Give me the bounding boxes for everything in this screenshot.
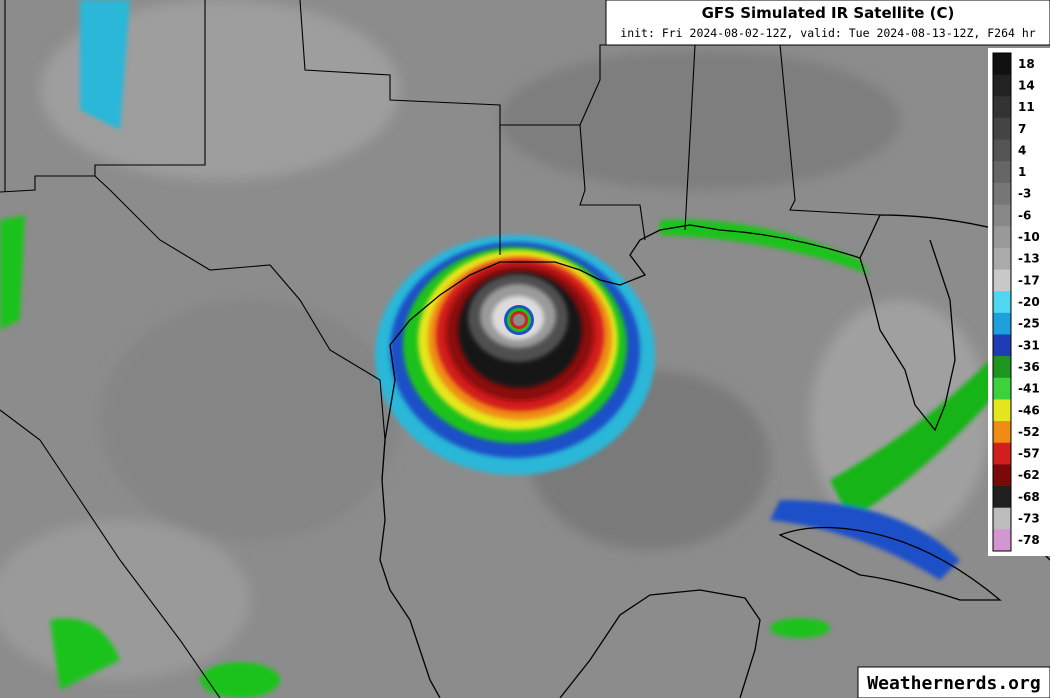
coastline [379,224,861,698]
colorbar-label: -68 [1018,490,1040,504]
colorbar-swatch [993,399,1011,422]
colorbar-swatch [993,139,1011,162]
colorbar-swatch [993,161,1011,184]
colorbar-swatch [993,117,1011,141]
colorbar-swatch [993,529,1011,552]
colorbar-label: -73 [1018,512,1040,526]
colorbar-swatch [993,96,1011,119]
colorbar-swatch [993,53,1011,76]
colorbar-swatch [993,486,1011,509]
title-box: GFS Simulated IR Satellite (C) init: Fri… [605,0,1050,46]
colorbar-swatch [993,204,1011,227]
coastlines [379,214,1050,698]
colorbar-swatch [993,464,1011,487]
colorbar-swatch [993,421,1011,444]
colorbar-swatch [993,507,1011,530]
coastline [778,526,1002,601]
title: GFS Simulated IR Satellite (C) [702,4,955,22]
watermark-box: Weathernerds.org [857,666,1050,698]
colorbar-label: 18 [1018,57,1035,71]
subtitle: init: Fri 2024-08-02-12Z, valid: Tue 202… [620,26,1035,40]
coastline [859,214,1001,432]
colorbar-swatch [993,226,1011,249]
colorbar-label: -25 [1018,317,1040,331]
colorbar-swatch [993,247,1011,271]
colorbar-label: -17 [1018,273,1040,287]
colorbar-label: -31 [1018,338,1040,352]
border [579,44,696,231]
colorbar-label: -41 [1018,382,1040,396]
colorbar-label: -46 [1018,403,1040,417]
colorbar-label: -10 [1018,230,1040,244]
colorbar-swatch [993,182,1011,206]
border [0,409,221,698]
border [299,0,501,255]
colorbar-swatch [993,291,1011,314]
colorbar-label: -36 [1018,360,1040,374]
storm-ring [513,314,525,326]
title-background [605,0,1050,46]
border [500,124,646,241]
colorbar-label: -62 [1018,468,1040,482]
coastline [559,589,761,698]
colorbar-label: 11 [1018,100,1035,114]
colorbar-swatch [993,74,1011,97]
colorbar-label: 14 [1018,78,1035,92]
colorbar-label: -78 [1018,533,1040,547]
convection-bands [0,0,1000,698]
hurricane [375,235,655,475]
state-borders [0,0,881,698]
colorbar-swatch [993,269,1011,292]
colorbar-label: 1 [1018,165,1026,179]
colorbar-label: -13 [1018,252,1040,266]
colorbar-swatch [993,377,1011,400]
colorbar-label: -57 [1018,447,1040,461]
colorbar-label: -6 [1018,208,1031,222]
colorbar-frame [992,52,1012,552]
colorbar-label: -20 [1018,295,1040,309]
border [0,175,386,481]
border [94,0,206,176]
colorbar: 18 14 11 7 4 1 -3 -6 -10 -13 -17 -20 -25 -31 -36 -41 -46… [988,48,1050,556]
colorbar-label: 7 [1018,122,1026,136]
watermark: Weathernerds.org [867,673,1040,694]
colorbar-label: -3 [1018,187,1031,201]
colorbar-swatch [993,356,1011,379]
colorbar-label: 4 [1018,143,1026,157]
colorbar-swatch [993,442,1011,465]
colorbar-swatch [993,334,1011,357]
colorbar-label: -52 [1018,425,1040,439]
watermark-background [857,666,1050,698]
colorbar-swatch [993,312,1011,335]
